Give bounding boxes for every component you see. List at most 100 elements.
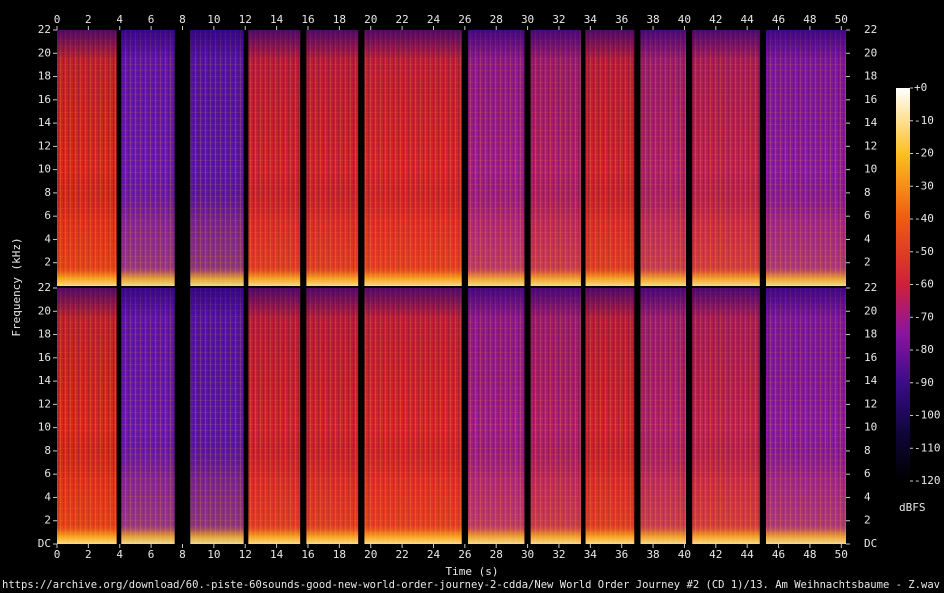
segment-shade: [467, 30, 525, 286]
y-tick-label: 14: [38, 374, 52, 387]
y-tick-label-right: 12: [864, 397, 877, 410]
y-tick-label: 18: [38, 70, 51, 83]
segment-shade: [530, 30, 581, 286]
segment-shade: [585, 30, 635, 286]
x-tick-label: 28: [490, 548, 503, 561]
segment-shade: [306, 30, 359, 286]
segment-shade: [364, 288, 462, 544]
x-tick-label-top: 32: [552, 13, 565, 26]
segment-shade: [121, 288, 175, 544]
segment-shade: [190, 288, 244, 544]
x-tick-label-top: 50: [835, 13, 848, 26]
y-tick-label: 2: [44, 514, 51, 527]
x-tick-label-top: 6: [148, 13, 155, 26]
y-tick-label: 4: [44, 232, 51, 245]
x-tick-label: 48: [803, 548, 816, 561]
x-tick-label: 50: [835, 548, 848, 561]
segment-shade: [190, 30, 244, 286]
colorbar-tick-label: -20: [914, 147, 934, 160]
y-tick-label-right: 2: [864, 514, 871, 527]
colorbar-label: dBFS: [899, 501, 926, 514]
y-tick-label-right: 6: [864, 209, 871, 222]
x-tick-label-top: 46: [772, 13, 785, 26]
x-tick-label: 20: [364, 548, 377, 561]
segment-shade: [248, 30, 301, 286]
segment-shade: [692, 288, 760, 544]
x-tick-label-top: 42: [709, 13, 722, 26]
x-tick-label: 12: [239, 548, 252, 561]
colorbar-tick-label: -60: [914, 278, 934, 291]
y-tick-label-right: 6: [864, 467, 871, 480]
x-tick-label-top: 48: [803, 13, 816, 26]
x-tick-label: 26: [458, 548, 471, 561]
y-tick-label: 8: [44, 186, 51, 199]
x-tick-label-top: 38: [646, 13, 659, 26]
x-tick-label: 32: [552, 548, 565, 561]
footer: https://archive.org/download/60.-piste-6…: [2, 579, 940, 591]
x-tick-label-top: 16: [301, 13, 314, 26]
x-tick-label-top: 22: [395, 13, 408, 26]
x-tick-label: 30: [521, 548, 534, 561]
colorbar-tick-label: -90: [914, 376, 934, 389]
y-tick-label: 10: [38, 421, 51, 434]
x-tick-label-top: 34: [584, 13, 598, 26]
colorbar-tick-label: -10: [914, 114, 934, 127]
x-tick-label-top: 10: [207, 13, 220, 26]
y-tick-label-right: 14: [864, 116, 878, 129]
y-tick-label: 12: [38, 397, 51, 410]
y-tick-label-right: 8: [864, 444, 871, 457]
x-tick-label-top: 26: [458, 13, 471, 26]
segment-shade: [766, 30, 846, 286]
y-tick-label: 8: [44, 444, 51, 457]
y-tick-label: 20: [38, 304, 51, 317]
segment-shade: [585, 288, 635, 544]
y-tick-label-right: 10: [864, 421, 877, 434]
x-tick-label: 38: [646, 548, 659, 561]
x-tick-label: 36: [615, 548, 628, 561]
y-tick-label-right: 4: [864, 490, 871, 503]
y-tick-label-right: 20: [864, 46, 877, 59]
y-tick-label: 12: [38, 139, 51, 152]
y-tick-label: 6: [44, 209, 51, 222]
segment-shade: [248, 288, 301, 544]
y-tick-label: 2: [44, 256, 51, 269]
x-tick-label: 16: [301, 548, 314, 561]
x-tick-label: 18: [333, 548, 346, 561]
segment-shade: [692, 30, 760, 286]
y-tick-label: 22: [38, 23, 51, 36]
x-tick-label-top: 28: [490, 13, 503, 26]
x-tick-label-top: 8: [179, 13, 186, 26]
x-tick-label: 46: [772, 548, 785, 561]
x-tick-label: 0: [54, 548, 61, 561]
x-tick-label-top: 44: [741, 13, 755, 26]
y-tick-label-right: 20: [864, 304, 877, 317]
segment-shade: [364, 30, 462, 286]
colorbar-tick-label: -80: [914, 343, 934, 356]
x-tick-label-top: 0: [54, 13, 61, 26]
y-tick-label-right: 4: [864, 232, 871, 245]
colorbar-tick-label: +0: [914, 81, 927, 94]
colorbar-tick-label: -50: [914, 245, 934, 258]
colorbar-tick-label: -70: [914, 310, 934, 323]
y-tick-label: 16: [38, 351, 51, 364]
y-tick-label-right: 2: [864, 256, 871, 269]
y-tick-label: 10: [38, 163, 51, 176]
x-tick-label: 4: [116, 548, 123, 561]
x-tick-label-top: 2: [85, 13, 92, 26]
y-tick-label-right: 22: [864, 23, 877, 36]
x-tick-label-top: 20: [364, 13, 377, 26]
x-tick-label: 34: [584, 548, 598, 561]
y-tick-label-right: 14: [864, 374, 878, 387]
colorbar-tick-label: -40: [914, 212, 934, 225]
x-tick-label: 40: [678, 548, 691, 561]
segment-shade: [57, 288, 117, 544]
x-tick-label: 14: [270, 548, 284, 561]
y-tick-label: 18: [38, 328, 51, 341]
y-tick-label: 16: [38, 93, 51, 106]
y-tick-label-right: DC: [864, 537, 877, 550]
segment-shade: [57, 30, 117, 286]
x-tick-label-top: 36: [615, 13, 628, 26]
colorbar-tick-label: -30: [914, 179, 934, 192]
segment-shade: [306, 288, 359, 544]
